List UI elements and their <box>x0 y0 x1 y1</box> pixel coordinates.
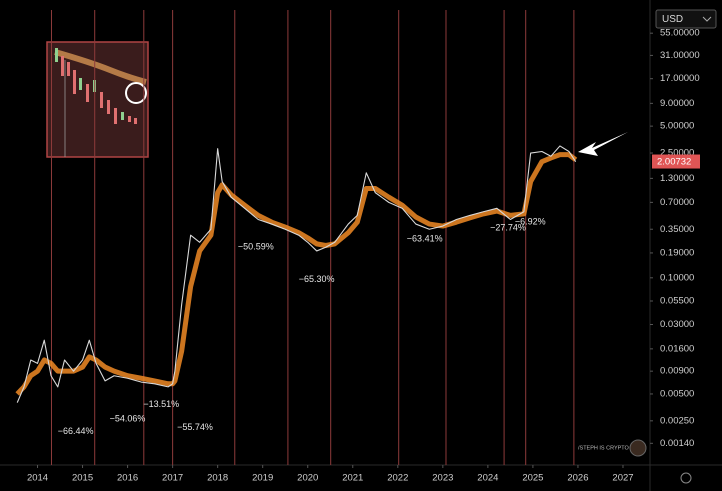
x-tick-label: 2024 <box>477 473 498 484</box>
y-tick-label: 0.00900 <box>660 366 694 377</box>
inset-thumbnail <box>46 41 149 158</box>
inset-candle <box>128 116 131 122</box>
x-tick-label: 2019 <box>252 473 273 484</box>
inset-circle <box>125 82 147 104</box>
y-tick-label: 0.01600 <box>660 343 694 354</box>
inset-candle <box>79 78 82 90</box>
drawdown-label: −27.74% <box>490 223 526 233</box>
inset-candle <box>100 92 103 108</box>
y-tick-label: 0.10000 <box>660 272 694 283</box>
currency-selector[interactable]: USD <box>655 9 717 29</box>
inset-candle <box>107 100 110 114</box>
inset-candle <box>55 48 58 62</box>
inset-candle <box>121 112 124 120</box>
x-tick-label: 2021 <box>342 473 363 484</box>
drawdown-label: −6.92% <box>515 217 546 227</box>
vertical-lines <box>50 10 575 465</box>
last-price-badge <box>652 154 700 169</box>
inset-candle <box>134 118 137 124</box>
drawdown-label: −54.06% <box>110 414 146 424</box>
settings-icon[interactable] <box>680 472 692 484</box>
y-tick-label: 0.35000 <box>660 224 694 235</box>
last-price-label: 2.00732 <box>657 157 691 168</box>
drawdown-label: −65.30% <box>299 274 335 284</box>
x-tick-label: 2015 <box>72 473 93 484</box>
y-tick-label: 31.00000 <box>660 50 700 61</box>
currency-label[interactable]: USD <box>662 14 683 25</box>
watermark: /STEPH IS CRYPTO <box>578 445 630 451</box>
y-tick-label: 1.30000 <box>660 173 694 184</box>
y-tick-label: 0.00500 <box>660 388 694 399</box>
inset-candle <box>61 56 64 76</box>
pointer-arrow <box>578 132 628 156</box>
x-tick-label: 2016 <box>117 473 138 484</box>
inset-ribbon <box>54 49 147 85</box>
y-tick-label: 0.19000 <box>660 247 694 258</box>
x-tick-label: 2017 <box>162 473 183 484</box>
drawdown-label: −55.74% <box>177 422 213 432</box>
drawdown-label: −63.41% <box>407 234 443 244</box>
inset-candle <box>73 70 76 94</box>
x-tick-label: 2023 <box>432 473 453 484</box>
plot <box>15 145 578 403</box>
inset-candle <box>86 84 89 102</box>
y-tick-label: 5.00000 <box>660 121 694 132</box>
inset-candle <box>67 62 70 76</box>
y-tick-label: 0.03000 <box>660 319 694 330</box>
x-tick-label: 2018 <box>207 473 228 484</box>
price-line <box>16 145 577 403</box>
currency-box[interactable] <box>655 9 717 29</box>
y-tick-label: 2.50000 <box>660 148 694 159</box>
inset-candle <box>114 108 117 124</box>
x-tick-label: 2022 <box>387 473 408 484</box>
x-tick-label: 2027 <box>612 473 633 484</box>
watermark-avatar <box>629 439 647 457</box>
drawdown-label: −13.51% <box>143 399 179 409</box>
dropdown-chevron <box>702 16 712 22</box>
y-tick-label: 0.70000 <box>660 197 694 208</box>
y-tick-label: 0.00140 <box>660 438 694 449</box>
ribbon-line <box>15 152 578 396</box>
y-tick-label: 0.00250 <box>660 415 694 426</box>
drawdown-label: −50.59% <box>238 242 274 252</box>
y-tick-label: 0.05500 <box>660 296 694 307</box>
y-tick-label: 17.00000 <box>660 73 700 84</box>
labels: 55.00000 31.00000 17.00000 9.00000 5.00000 2.… <box>27 28 700 484</box>
drawdown-label: −66.44% <box>58 426 94 436</box>
x-tick-label: 2026 <box>567 473 588 484</box>
y-tick-label: 9.00000 <box>660 98 694 109</box>
x-tick-label: 2025 <box>522 473 543 484</box>
y-tick-label: 55.00000 <box>660 28 700 39</box>
x-tick-label: 2014 <box>27 473 48 484</box>
x-tick-label: 2020 <box>297 473 318 484</box>
